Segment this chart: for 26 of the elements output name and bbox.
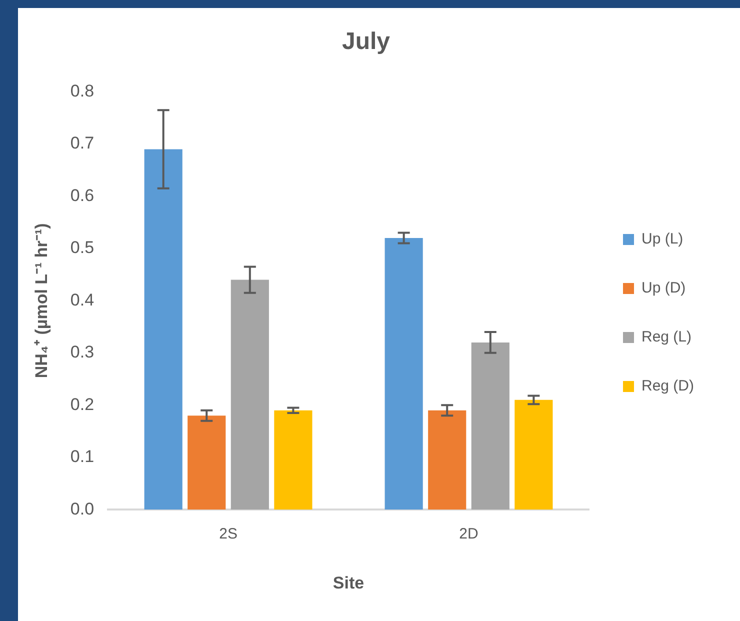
y-tick-label: 0.3	[70, 342, 94, 362]
y-tick-label: 0.4	[70, 290, 94, 310]
bar	[188, 416, 226, 510]
x-tick-label: 2D	[459, 526, 478, 543]
legend-label: Up (D)	[641, 280, 686, 297]
y-tick-label: 0.5	[70, 238, 94, 258]
bar	[144, 149, 182, 510]
bar	[230, 280, 269, 510]
y-tick-label: 0.2	[70, 394, 94, 414]
x-axis-title: Site	[332, 573, 364, 592]
y-tick-label: 0.1	[70, 447, 94, 466]
y-tick-label: 0.7	[70, 134, 94, 153]
bar	[471, 342, 510, 510]
y-tick-label: 0.0	[70, 499, 94, 518]
legend-label: Reg (L)	[641, 328, 692, 346]
bar	[514, 400, 553, 510]
bar	[384, 238, 423, 510]
x-tick-label: 2S	[219, 526, 238, 543]
bar	[274, 410, 312, 510]
chart-title: July	[342, 28, 391, 56]
y-axis-title: NH₄⁺ (µmol L⁻¹ hr⁻¹)	[32, 223, 51, 378]
y-tick-label: 0.8	[70, 81, 94, 100]
y-tick-label: 0.6	[70, 186, 94, 205]
bar	[428, 410, 466, 510]
legend-label: Reg (D)	[641, 378, 694, 395]
legend-label: Up (L)	[641, 230, 684, 248]
